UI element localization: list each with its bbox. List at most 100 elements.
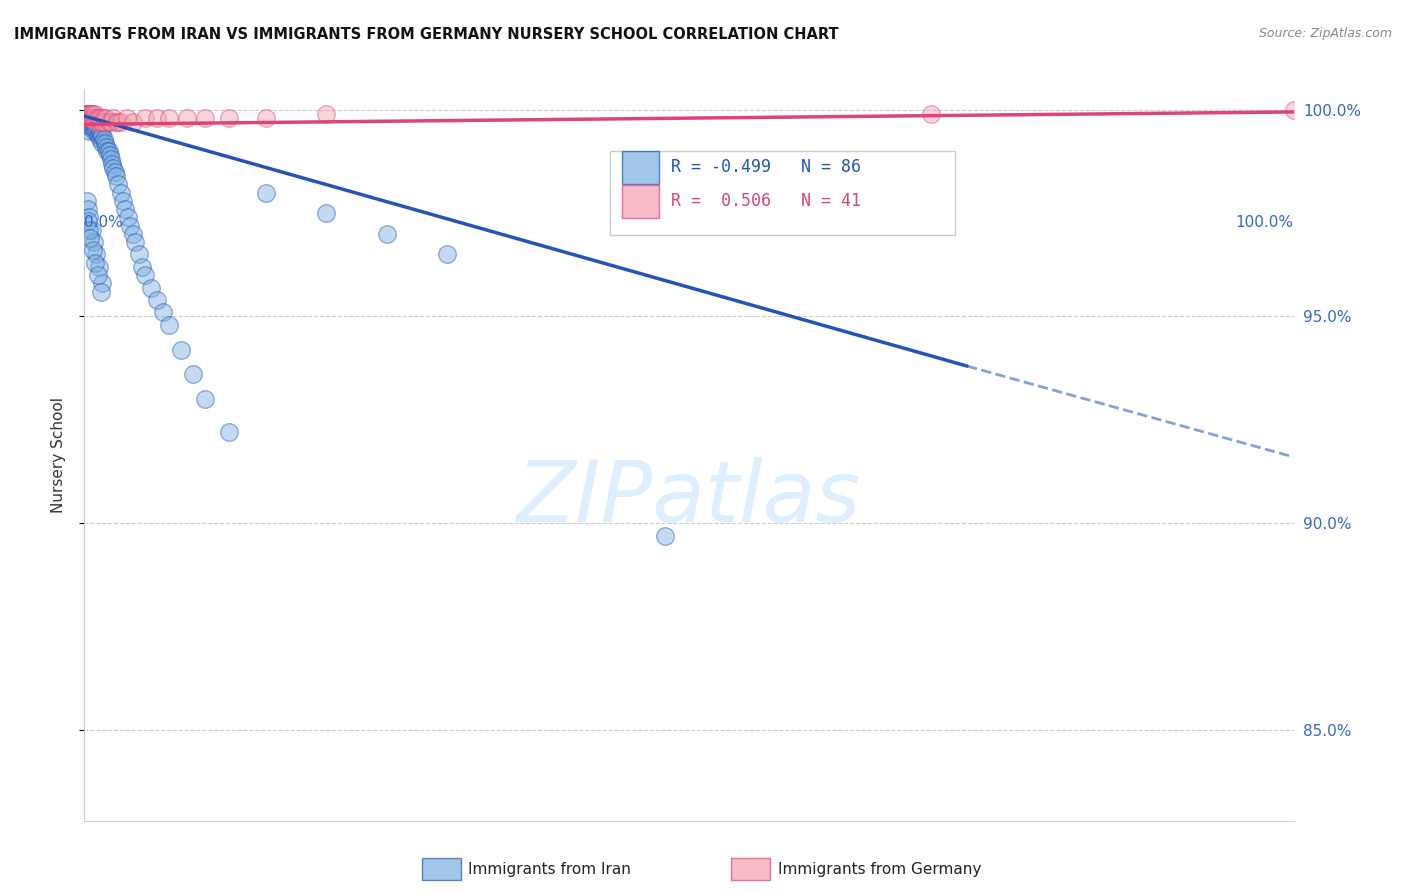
Point (77, 115, 100, 129)
Point (86, 115, 108, 129)
Point (1282, 103, 1305, 117)
Point (114, 202, 136, 216)
Point (194, 111, 217, 125)
Point (90, 285, 112, 299)
Point (86, 111, 108, 125)
Point (76, 115, 98, 129)
Point (89, 132, 111, 146)
Point (100, 115, 122, 129)
Text: Immigrants from Iran: Immigrants from Iran (468, 863, 631, 877)
Point (77, 211, 100, 225)
Point (96, 144, 118, 158)
Bar (623, 185, 659, 218)
Point (107, 178, 129, 192)
Point (77, 111, 100, 125)
Point (77, 107, 100, 121)
Point (112, 194, 135, 208)
Text: IMMIGRANTS FROM IRAN VS IMMIGRANTS FROM GERMANY NURSERY SCHOOL CORRELATION CHART: IMMIGRANTS FROM IRAN VS IMMIGRANTS FROM … (14, 27, 839, 42)
Point (87, 111, 110, 125)
Point (103, 161, 125, 175)
Point (128, 247, 150, 261)
Point (89, 123, 111, 137)
Point (79, 107, 101, 121)
Point (134, 111, 156, 125)
Text: 0.0%: 0.0% (84, 215, 124, 230)
Point (104, 165, 127, 179)
Point (77, 111, 100, 125)
Point (107, 115, 129, 129)
Point (82, 111, 104, 125)
Text: 100.0%: 100.0% (1236, 215, 1294, 230)
Point (254, 111, 277, 125)
Point (87, 120, 110, 134)
Point (80, 223, 103, 237)
Point (375, 227, 398, 241)
Bar (610, 152, 955, 235)
Point (124, 235, 146, 249)
Point (80, 107, 103, 121)
Point (654, 528, 676, 542)
Point (87, 128, 110, 142)
Point (76, 194, 98, 208)
Point (104, 169, 127, 183)
Point (94, 111, 117, 125)
Point (94, 140, 117, 154)
Point (157, 318, 180, 332)
Point (86, 123, 108, 137)
Point (84, 115, 107, 129)
Bar (623, 151, 659, 184)
Point (152, 305, 174, 319)
Text: ZIPatlas: ZIPatlas (517, 458, 860, 541)
Point (86, 268, 108, 282)
Text: R =  0.506   N = 41: R = 0.506 N = 41 (671, 192, 860, 211)
Point (86, 120, 108, 134)
Point (83, 111, 105, 125)
Point (98, 148, 121, 162)
Point (84, 107, 107, 121)
Point (79, 115, 101, 129)
Point (77, 107, 100, 121)
Point (176, 111, 198, 125)
Point (77, 123, 100, 137)
Point (83, 235, 105, 249)
Point (920, 107, 942, 121)
Point (80, 115, 103, 129)
Point (121, 115, 143, 129)
Point (86, 111, 108, 125)
Point (101, 156, 124, 170)
Text: R = -0.499   N = 86: R = -0.499 N = 86 (671, 159, 860, 177)
Point (90, 128, 112, 142)
Point (103, 111, 125, 125)
Point (77, 120, 100, 134)
Point (97, 144, 120, 158)
Point (110, 115, 132, 129)
Point (93, 111, 115, 125)
Point (82, 120, 104, 134)
Point (194, 392, 217, 406)
Point (254, 186, 277, 200)
Point (146, 293, 169, 307)
Point (120, 219, 142, 233)
Point (100, 153, 122, 167)
Point (97, 115, 120, 129)
Point (218, 111, 240, 125)
Point (80, 111, 103, 125)
Text: Source: ZipAtlas.com: Source: ZipAtlas.com (1258, 27, 1392, 40)
Point (115, 111, 138, 125)
Point (79, 120, 101, 134)
Point (84, 120, 107, 134)
Point (181, 368, 204, 382)
Point (82, 244, 104, 258)
Point (436, 247, 458, 261)
Point (80, 111, 103, 125)
Point (77, 111, 100, 125)
Point (83, 123, 105, 137)
Point (134, 268, 156, 282)
Point (157, 111, 180, 125)
Point (89, 115, 111, 129)
Point (90, 111, 112, 125)
Point (77, 202, 100, 216)
Point (104, 115, 127, 129)
Point (84, 115, 107, 129)
Point (94, 115, 117, 129)
